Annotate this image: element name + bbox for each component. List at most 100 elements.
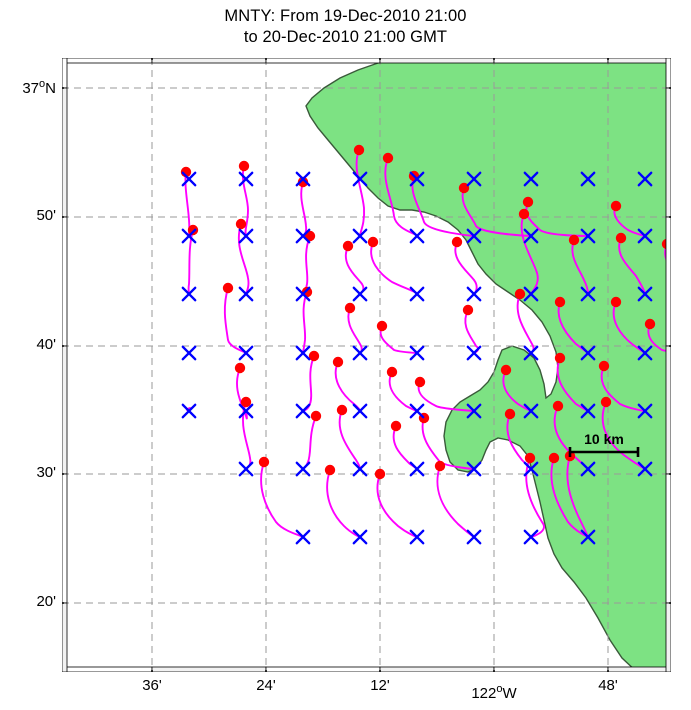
- trajectory-lines: [184, 149, 671, 538]
- start-dot-24: [514, 288, 526, 300]
- trajectory-t29: [236, 367, 248, 420]
- end-x-44: [466, 403, 482, 419]
- end-x-2: [295, 171, 311, 187]
- title-line-2: to 20-Dec-2010 21:00 GMT: [243, 28, 448, 46]
- end-x-60: [523, 529, 539, 545]
- end-x-30: [238, 345, 254, 361]
- start-dot-4: [382, 152, 394, 164]
- start-dot-34: [554, 352, 566, 364]
- end-x-53: [523, 461, 539, 477]
- end-x-59: [466, 529, 482, 545]
- start-dot-21: [344, 302, 356, 314]
- start-dot-15: [518, 208, 530, 220]
- frame-segment: [665, 87, 671, 218]
- start-dot-9: [187, 224, 199, 236]
- end-x-49: [295, 461, 311, 477]
- end-x-1: [238, 171, 254, 187]
- end-x-6: [523, 171, 539, 187]
- end-x-19: [181, 286, 197, 302]
- start-dot-38: [336, 404, 348, 416]
- start-dot-33: [500, 364, 512, 376]
- frame-segment: [62, 345, 68, 475]
- frame-segment: [493, 666, 609, 672]
- start-dot-30: [332, 356, 344, 368]
- end-x-52: [466, 461, 482, 477]
- frame-segment: [265, 666, 381, 672]
- x-tick-label-1: 24': [256, 677, 276, 694]
- frame-segment: [151, 666, 267, 672]
- frame-segment: [62, 473, 68, 604]
- frame-segment: [665, 473, 671, 604]
- end-x-4: [409, 171, 425, 187]
- end-x-16: [580, 228, 596, 244]
- end-x-32: [352, 345, 368, 361]
- start-dot-25: [554, 296, 566, 308]
- end-x-24: [466, 286, 482, 302]
- end-x-54: [580, 461, 596, 477]
- end-x-45: [523, 403, 539, 419]
- end-x-22: [352, 286, 368, 302]
- frame-segment: [62, 216, 68, 347]
- trajectory-t46: [260, 461, 304, 538]
- end-x-23: [409, 286, 425, 302]
- start-dot-17: [615, 232, 627, 244]
- end-x-57: [352, 529, 368, 545]
- trajectory-t02: [241, 165, 249, 237]
- start-dot-19: [222, 282, 234, 294]
- start-dot-14: [451, 236, 463, 248]
- start-dot-13: [367, 236, 379, 248]
- frame-segment: [379, 666, 495, 672]
- end-point-markers: [181, 171, 653, 545]
- end-x-13: [409, 228, 425, 244]
- end-x-40: [238, 403, 254, 419]
- y-tick-label-2: 40': [36, 336, 56, 353]
- y-tick-label-4: 20': [36, 593, 56, 610]
- end-x-39: [181, 403, 197, 419]
- start-dot-29: [308, 350, 320, 362]
- end-x-58: [409, 529, 425, 545]
- end-x-20: [238, 286, 254, 302]
- frame-segment: [607, 666, 671, 672]
- end-x-34: [466, 345, 482, 361]
- title-line-1: MNTY: From 19-Dec-2010 21:00: [224, 7, 467, 25]
- frame-segment: [151, 58, 267, 64]
- start-dot-41: [504, 408, 516, 420]
- x-tick-label-4: 48': [598, 677, 618, 694]
- start-dot-26: [610, 296, 622, 308]
- axis-frame: [62, 58, 671, 672]
- start-dot-44: [258, 456, 270, 468]
- start-dot-48: [524, 452, 536, 464]
- end-x-41: [295, 403, 311, 419]
- end-x-3: [352, 171, 368, 187]
- start-dot-3: [353, 144, 365, 156]
- end-x-29: [181, 345, 197, 361]
- frame-segment: [665, 602, 671, 672]
- end-x-43: [409, 403, 425, 419]
- end-x-14: [466, 228, 482, 244]
- frame-segment: [607, 58, 671, 64]
- end-x-10: [238, 228, 254, 244]
- map-plot-area[interactable]: 10 km: [62, 58, 671, 672]
- trajectory-t17: [571, 239, 589, 295]
- end-x-47: [637, 403, 653, 419]
- start-dot-12: [342, 240, 354, 252]
- figure-title: MNTY: From 19-Dec-2010 21:00 to 20-Dec-2…: [0, 6, 691, 48]
- frame-segment: [665, 216, 671, 347]
- start-dot-23: [462, 304, 474, 316]
- start-dot-39: [390, 420, 402, 432]
- end-x-27: [637, 286, 653, 302]
- start-dot-45: [324, 464, 336, 476]
- trajectory-t04: [355, 149, 366, 237]
- start-dot-8: [610, 200, 622, 212]
- frame-segment: [62, 87, 68, 218]
- start-dot-1: [238, 160, 250, 172]
- start-dot-2: [297, 176, 309, 188]
- start-dot-46: [374, 468, 386, 480]
- start-dot-49: [548, 452, 560, 464]
- end-x-56: [295, 529, 311, 545]
- end-x-9: [181, 228, 197, 244]
- end-x-35: [523, 345, 539, 361]
- start-dot-35: [598, 360, 610, 372]
- start-dot-42: [552, 400, 564, 412]
- trajectory-t23: [379, 325, 418, 354]
